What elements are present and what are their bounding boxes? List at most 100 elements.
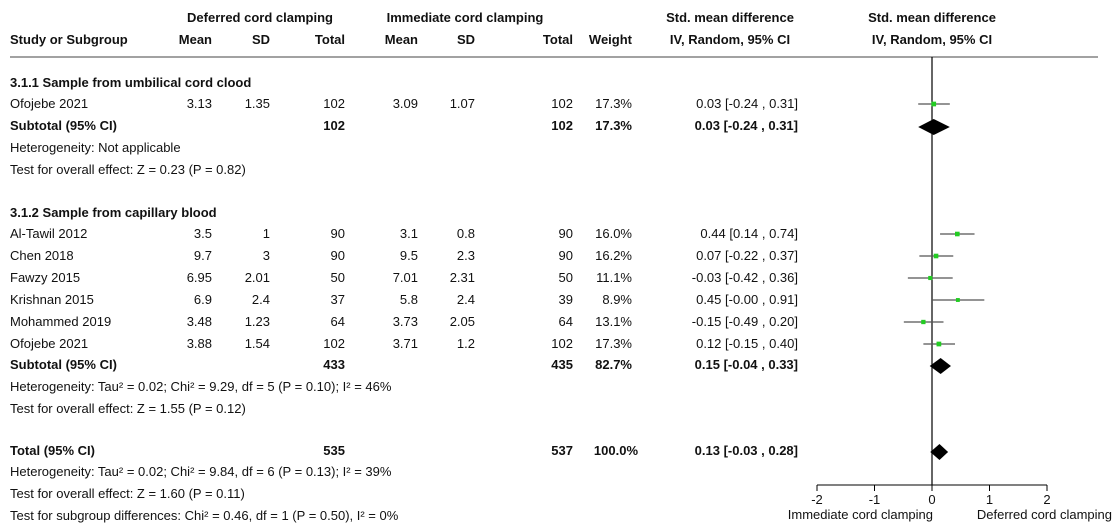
cell-d-total: 50 bbox=[330, 270, 345, 285]
study-name: Krishnan 2015 bbox=[10, 292, 94, 307]
heterogeneity-text: Heterogeneity: Tau² = 0.02; Chi² = 9.84,… bbox=[10, 464, 392, 479]
study-name: Chen 2018 bbox=[10, 248, 74, 263]
cell-i-sd: 2.05 bbox=[449, 314, 475, 329]
summary-diamond bbox=[929, 358, 951, 374]
cell-d-sd: 3 bbox=[262, 248, 270, 263]
group-heading: 3.1.1 Sample from umbilical cord clood bbox=[10, 75, 252, 90]
subtotal-d-total: 433 bbox=[323, 357, 345, 372]
cell-i-total: 102 bbox=[551, 96, 573, 111]
cell-d-sd: 2.01 bbox=[244, 270, 270, 285]
study-name: Mohammed 2019 bbox=[10, 314, 112, 329]
cell-weight: 11.1% bbox=[596, 270, 632, 285]
subtotal-weight: 82.7% bbox=[595, 357, 632, 372]
cell-ci: 0.45 [-0.00 , 0.91] bbox=[696, 292, 798, 307]
group-heading: 3.1.2 Sample from capillary blood bbox=[10, 205, 217, 220]
heterogeneity-text: Heterogeneity: Tau² = 0.02; Chi² = 9.29,… bbox=[10, 379, 392, 394]
x-tick-label: 0 bbox=[928, 492, 935, 507]
study-marker bbox=[933, 253, 939, 259]
cell-i-total: 39 bbox=[558, 292, 573, 307]
cell-d-total: 64 bbox=[330, 314, 345, 329]
smd-method: IV, Random, 95% CI bbox=[669, 32, 791, 47]
total-i-total: 537 bbox=[551, 443, 573, 458]
cell-i-sd: 2.4 bbox=[456, 292, 475, 307]
study-marker bbox=[955, 298, 960, 302]
cell-i-sd: 0.8 bbox=[456, 226, 475, 241]
subtotal-label: Subtotal (95% CI) bbox=[10, 118, 117, 133]
subtotal-weight: 17.3% bbox=[595, 118, 632, 133]
cell-d-mean: 3.88 bbox=[186, 336, 212, 351]
col-d-mean: Mean bbox=[178, 32, 212, 47]
cell-i-total: 50 bbox=[558, 270, 573, 285]
cell-i-total: 90 bbox=[558, 248, 573, 263]
subgroup-differences-text: Test for subgroup differences: Chi² = 0.… bbox=[10, 508, 399, 523]
study-marker bbox=[936, 341, 942, 347]
cell-d-total: 90 bbox=[330, 226, 345, 241]
cell-d-mean: 6.9 bbox=[193, 292, 212, 307]
col-i-sd: SD bbox=[456, 32, 475, 47]
cell-i-mean: 3.73 bbox=[392, 314, 418, 329]
cell-ci: -0.15 [-0.49 , 0.20] bbox=[691, 314, 798, 329]
cell-i-mean: 3.09 bbox=[392, 96, 418, 111]
col-study: Study or Subgroup bbox=[10, 32, 128, 47]
cell-d-sd: 1 bbox=[262, 226, 270, 241]
cell-ci: 0.12 [-0.15 , 0.40] bbox=[696, 336, 798, 351]
summary-diamond bbox=[930, 444, 949, 460]
cell-d-total: 90 bbox=[330, 248, 345, 263]
col-weight: Weight bbox=[588, 32, 632, 47]
col-i-mean: Mean bbox=[384, 32, 418, 47]
cell-ci: 0.44 [0.14 , 0.74] bbox=[700, 226, 798, 241]
cell-d-total: 37 bbox=[330, 292, 345, 307]
cell-weight: 13.1% bbox=[595, 314, 632, 329]
deferred-group-header: Deferred cord clamping bbox=[187, 10, 333, 25]
total-ci: 0.13 [-0.03 , 0.28] bbox=[694, 443, 798, 458]
cell-i-mean: 9.5 bbox=[399, 248, 418, 263]
plot-header: Std. mean difference bbox=[868, 10, 996, 25]
col-d-total: Total bbox=[314, 32, 345, 47]
cell-d-sd: 1.54 bbox=[244, 336, 270, 351]
cell-i-sd: 2.31 bbox=[449, 270, 475, 285]
cell-weight: 16.2% bbox=[595, 248, 632, 263]
cell-ci: -0.03 [-0.42 , 0.36] bbox=[691, 270, 798, 285]
cell-d-mean: 3.5 bbox=[193, 226, 212, 241]
cell-i-sd: 1.2 bbox=[456, 336, 475, 351]
cell-d-mean: 3.13 bbox=[186, 96, 212, 111]
immediate-group-header: Immediate cord clamping bbox=[386, 10, 544, 25]
cell-d-total: 102 bbox=[323, 96, 345, 111]
cell-d-sd: 1.35 bbox=[244, 96, 270, 111]
cell-d-mean: 6.95 bbox=[186, 270, 212, 285]
cell-i-total: 64 bbox=[558, 314, 573, 329]
study-marker bbox=[921, 319, 926, 325]
axis-left-label: Immediate cord clamping bbox=[788, 507, 933, 522]
study-name: Al-Tawil 2012 bbox=[10, 226, 88, 241]
overall-effect-text: Test for overall effect: Z = 1.55 (P = 0… bbox=[10, 401, 246, 416]
x-tick-label: -2 bbox=[811, 492, 823, 507]
overall-effect-text: Test for overall effect: Z = 1.60 (P = 0… bbox=[10, 486, 245, 501]
x-tick-label: 2 bbox=[1043, 492, 1050, 507]
cell-i-mean: 3.71 bbox=[392, 336, 418, 351]
cell-ci: 0.07 [-0.22 , 0.37] bbox=[696, 248, 798, 263]
study-marker bbox=[931, 101, 937, 107]
cell-d-mean: 3.48 bbox=[186, 314, 212, 329]
total-d-total: 535 bbox=[323, 443, 345, 458]
cell-weight: 17.3% bbox=[595, 96, 632, 111]
cell-i-mean: 3.1 bbox=[399, 226, 418, 241]
cell-weight: 16.0% bbox=[595, 226, 632, 241]
subtotal-d-total: 102 bbox=[323, 118, 345, 133]
plot-method: IV, Random, 95% CI bbox=[871, 32, 993, 47]
study-name: Ofojebe 2021 bbox=[10, 96, 89, 111]
study-name: Fawzy 2015 bbox=[10, 270, 81, 285]
cell-i-mean: 7.01 bbox=[392, 270, 418, 285]
total-label: Total (95% CI) bbox=[10, 443, 95, 458]
cell-i-sd: 2.3 bbox=[456, 248, 475, 263]
cell-d-sd: 2.4 bbox=[251, 292, 270, 307]
study-marker bbox=[955, 231, 960, 237]
plot-layer: -2 -1 0 1 2 bbox=[811, 57, 1051, 507]
summary-diamond bbox=[918, 119, 950, 135]
axis-right-label: Deferred cord clamping bbox=[977, 507, 1112, 522]
cell-weight: 8.9% bbox=[602, 292, 632, 307]
cell-d-mean: 9.7 bbox=[193, 248, 212, 263]
cell-i-total: 102 bbox=[551, 336, 573, 351]
cell-i-sd: 1.07 bbox=[449, 96, 475, 111]
cell-d-sd: 1.23 bbox=[244, 314, 270, 329]
